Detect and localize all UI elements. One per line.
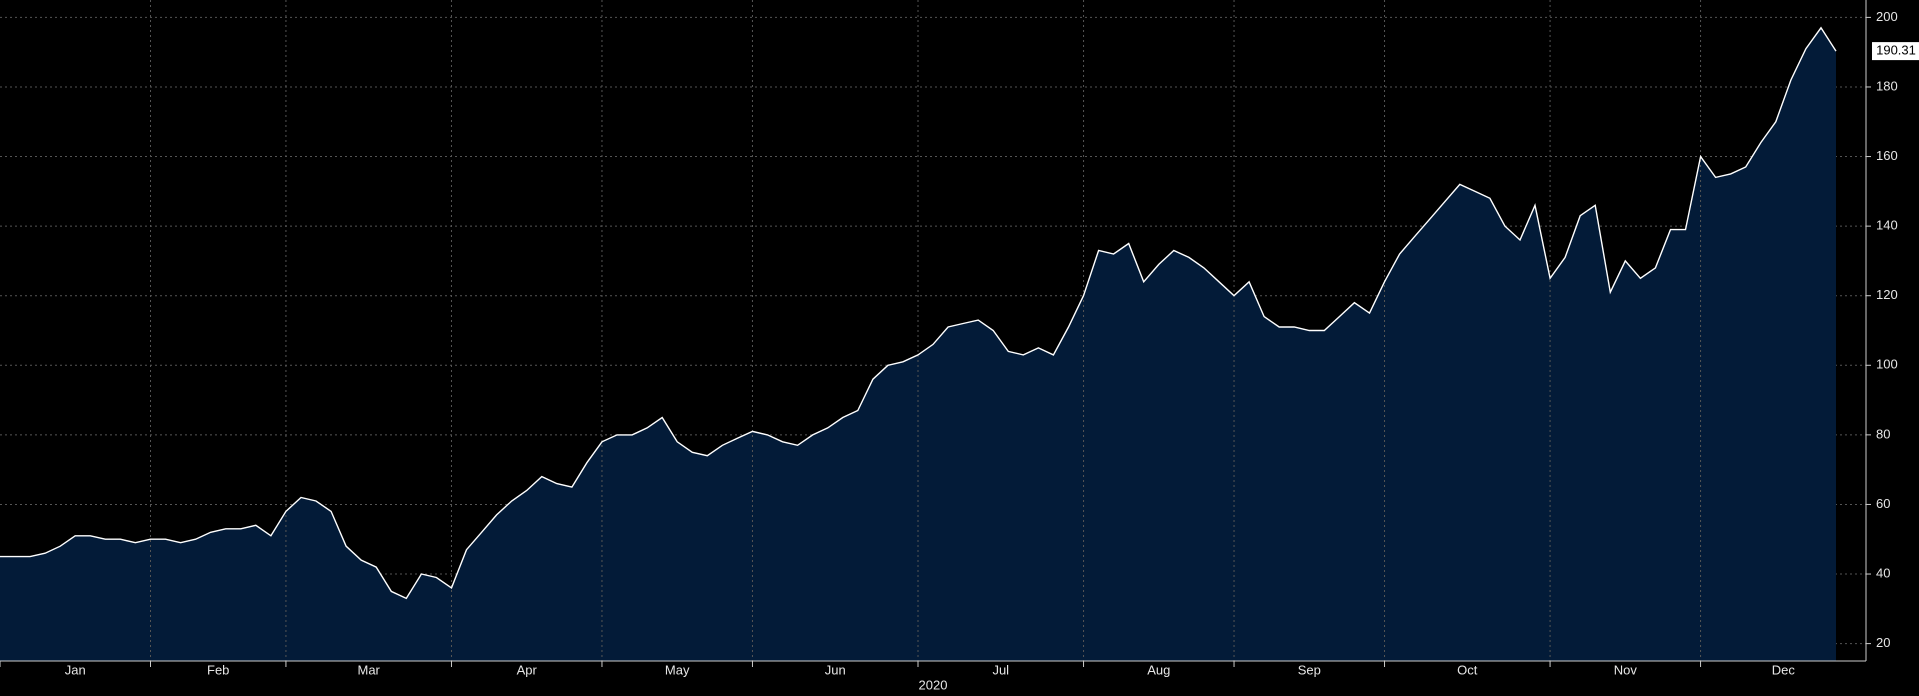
x-tick-label: May [665, 662, 690, 677]
y-tick-label: 20 [1876, 635, 1890, 650]
x-tick-label: Oct [1457, 662, 1478, 677]
x-tick-label: Dec [1772, 662, 1796, 677]
x-tick-label: Jan [65, 662, 86, 677]
last-value-label: 190.31 [1876, 43, 1916, 58]
last-value-box [1872, 42, 1919, 61]
x-tick-label: Jul [992, 662, 1009, 677]
x-tick-label: Mar [358, 662, 381, 677]
y-tick-label: 120 [1876, 287, 1898, 302]
x-tick-label: Sep [1298, 662, 1321, 677]
y-tick-label: 80 [1876, 426, 1890, 441]
y-tick-label: 40 [1876, 565, 1890, 580]
x-axis-label: 2020 [919, 677, 948, 692]
y-tick-label: 100 [1876, 357, 1898, 372]
y-tick-label: 180 [1876, 78, 1898, 93]
y-tick-label: 140 [1876, 218, 1898, 233]
y-tick-label: 160 [1876, 148, 1898, 163]
x-tick-label: Aug [1147, 662, 1170, 677]
x-tick-label: Jun [825, 662, 846, 677]
line [0, 26, 1837, 600]
x-tick-label: Nov [1614, 662, 1638, 677]
y-tick-label: 200 [1876, 9, 1898, 24]
x-tick-label: Apr [517, 662, 538, 677]
x-tick-label: Feb [207, 662, 229, 677]
y-tick-label: 60 [1876, 496, 1890, 511]
area [0, 27, 1836, 662]
